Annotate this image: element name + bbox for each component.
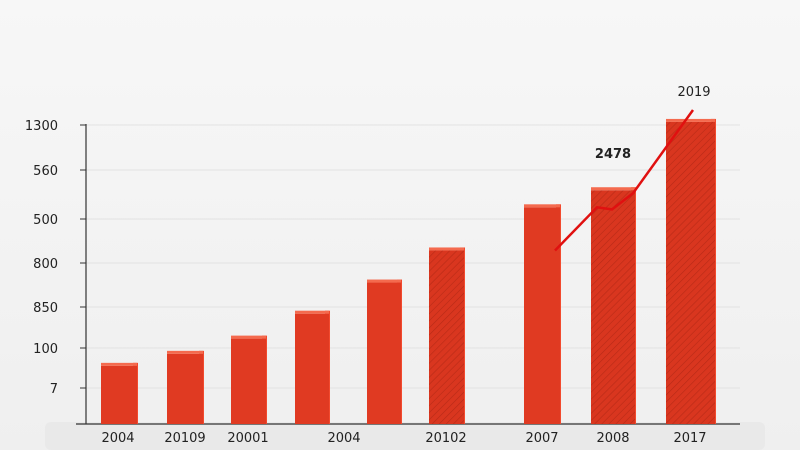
y-tick-label: 100 bbox=[33, 342, 58, 357]
bar-top bbox=[231, 335, 266, 339]
x-tick-label: 2004 bbox=[101, 431, 134, 446]
bar-top bbox=[524, 204, 560, 208]
annotation-2019: 2019 bbox=[677, 85, 710, 100]
bar-top bbox=[167, 350, 203, 354]
bar-top bbox=[666, 118, 715, 122]
bar bbox=[429, 250, 464, 424]
y-tick-label: 560 bbox=[33, 164, 58, 179]
bar-top bbox=[429, 247, 464, 251]
x-tick-label: 2017 bbox=[673, 431, 706, 446]
base-platform bbox=[45, 422, 765, 450]
bar bbox=[524, 207, 560, 424]
bar bbox=[591, 190, 635, 424]
x-tick-label: 20001 bbox=[227, 431, 268, 446]
bar-top bbox=[367, 279, 401, 283]
bar-top bbox=[101, 362, 137, 366]
y-tick-label: 1300 bbox=[25, 119, 58, 134]
x-tick-label: 20109 bbox=[164, 431, 205, 446]
bar bbox=[231, 338, 266, 424]
bar bbox=[167, 353, 203, 424]
bar-top bbox=[295, 310, 329, 314]
bar bbox=[367, 282, 401, 424]
y-tick-label: 500 bbox=[33, 213, 58, 228]
x-tick-label: 2004 bbox=[327, 431, 360, 446]
y-tick-label: 850 bbox=[33, 301, 58, 316]
bar-top bbox=[591, 187, 635, 191]
bar bbox=[666, 121, 715, 424]
x-tick-label: 20102 bbox=[425, 431, 466, 446]
y-tick-label: 800 bbox=[33, 257, 58, 272]
x-tick-label: 2007 bbox=[525, 431, 558, 446]
x-tick-label: 2008 bbox=[596, 431, 629, 446]
trend-line bbox=[554, 109, 695, 252]
y-tick-label: 7 bbox=[50, 382, 58, 397]
bar bbox=[101, 365, 137, 424]
annotation-2478: 2478 bbox=[595, 147, 631, 162]
bar bbox=[295, 313, 329, 424]
